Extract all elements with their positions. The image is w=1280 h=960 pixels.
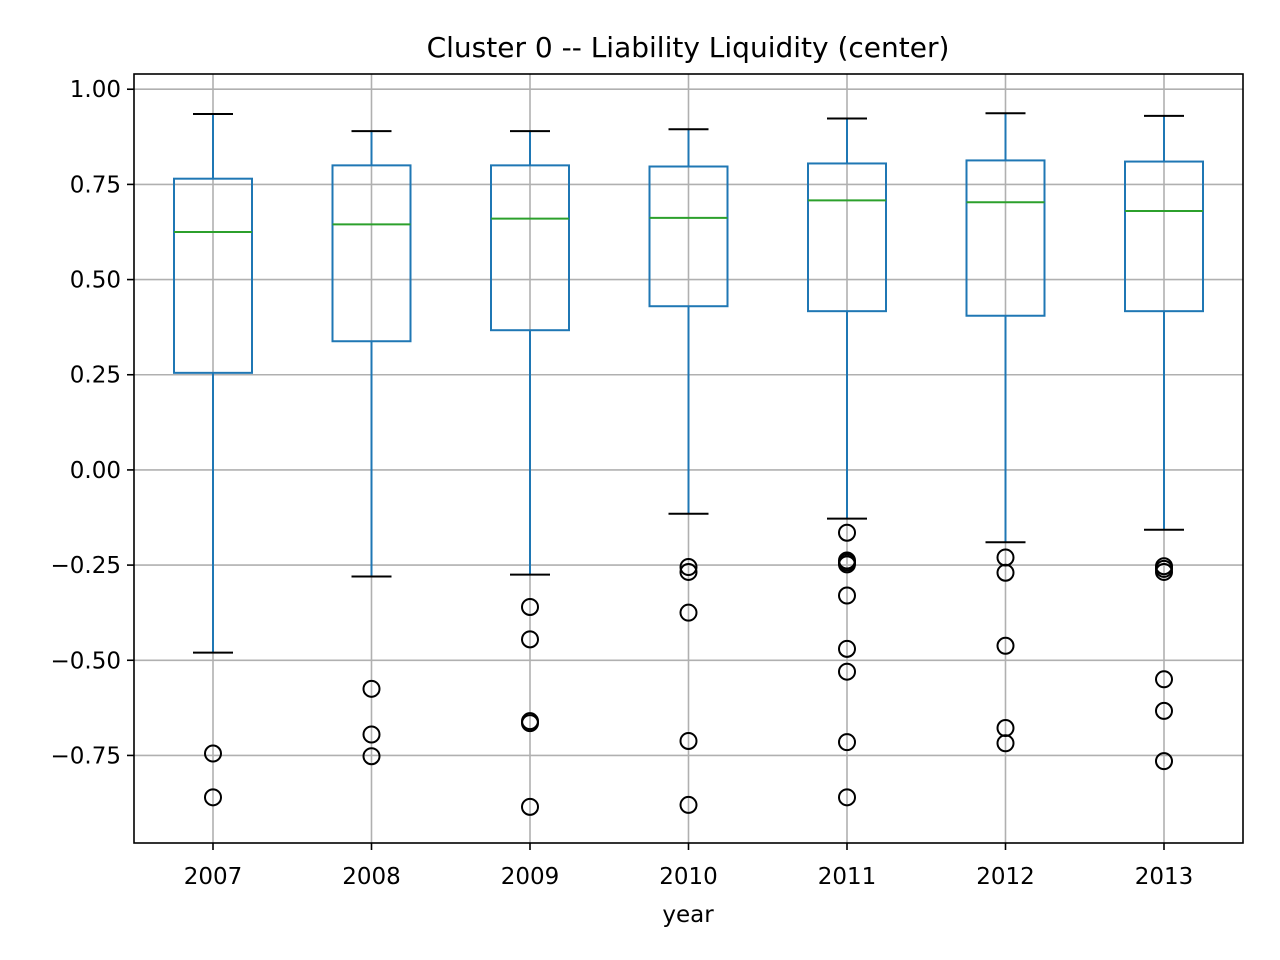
y-axis-ticks: 1.00 0.75 0.50 0.25 0.00 −0.25 −0.50 −0.75 [51,77,134,769]
x-tick-label: 2009 [501,864,560,890]
x-tick-label: 2008 [342,864,401,890]
iqr-box [173,177,253,374]
outlier-point [1155,670,1173,689]
x-tick-label: 2010 [659,864,718,890]
outlier-point [679,731,698,750]
outlier-point [679,562,698,581]
y-tick-label: 1.00 [70,77,121,103]
outlier-point [204,788,222,807]
outlier-point [204,744,222,763]
outlier-point [1155,562,1173,581]
box-2008 [331,130,412,766]
outlier-point [679,795,698,814]
outlier-point [996,636,1015,655]
outlier-point [521,630,539,649]
outlier-point [362,679,381,698]
x-tick-label: 2012 [976,864,1035,890]
chart-title: Cluster 0 -- Liability Liquidity (center… [427,31,950,64]
outlier-point [1155,701,1173,720]
outlier-point [838,733,856,752]
outlier-point [679,557,698,576]
outlier-point [521,597,539,616]
iqr-box [1124,160,1204,313]
x-axis-ticks: 2007 2008 2009 2010 2011 2012 2013 [184,843,1194,890]
outlier-point [838,555,856,574]
box-2012 [965,112,1046,753]
outlier-point [362,747,381,766]
outlier-point [996,734,1015,753]
box-2009 [490,130,570,816]
y-tick-label: 0.75 [70,172,121,198]
box-2010 [648,128,729,814]
y-tick-label: −0.75 [51,743,121,769]
outlier-point [838,662,856,681]
box-2011 [807,117,887,807]
y-tick-label: 0.25 [70,363,121,389]
outlier-point [838,586,856,605]
box-2007 [173,112,253,807]
outlier-point [521,797,539,816]
outlier-point [838,523,856,542]
iqr-box [648,165,729,308]
x-axis-label: year [662,902,714,928]
iqr-box [490,164,570,332]
y-tick-label: 0.00 [70,458,121,484]
outlier-point [679,603,698,622]
outlier-point [521,714,539,733]
box-2013 [1124,114,1204,771]
iqr-box [331,164,412,343]
iqr-box [965,159,1046,317]
iqr-box [807,162,887,313]
x-tick-label: 2011 [818,864,877,890]
outlier-point [362,725,381,744]
x-tick-label: 2007 [184,864,243,890]
outlier-point [838,788,856,807]
plot-frame [133,73,1244,844]
x-tick-label: 2013 [1135,864,1194,890]
y-tick-label: −0.50 [51,648,121,674]
outlier-point [838,639,856,658]
outlier-point [996,563,1015,582]
box-series [173,112,1204,816]
outlier-point [1155,752,1173,771]
y-tick-label: 0.50 [70,268,121,294]
y-tick-label: −0.25 [51,553,121,579]
